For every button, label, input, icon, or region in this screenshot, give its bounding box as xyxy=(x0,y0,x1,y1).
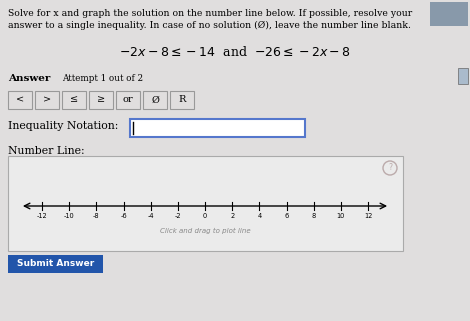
Text: Submit Answer: Submit Answer xyxy=(17,259,94,268)
FancyBboxPatch shape xyxy=(8,156,403,251)
Text: or: or xyxy=(123,96,133,105)
Text: $-2x - 8 \leq -14$  and  $-26 \leq -2x - 8$: $-2x - 8 \leq -14$ and $-26 \leq -2x - 8… xyxy=(119,45,351,59)
FancyBboxPatch shape xyxy=(116,91,140,109)
Text: -2: -2 xyxy=(174,213,181,219)
Text: Click and drag to plot line: Click and drag to plot line xyxy=(160,228,251,234)
FancyBboxPatch shape xyxy=(170,91,194,109)
Text: <: < xyxy=(16,96,24,105)
Text: -10: -10 xyxy=(64,213,75,219)
Text: Ø: Ø xyxy=(151,96,159,105)
Text: >: > xyxy=(43,96,51,105)
Text: answer to a single inequality. In case of no solution (Ø), leave the number line: answer to a single inequality. In case o… xyxy=(8,21,411,30)
Text: R: R xyxy=(178,96,186,105)
Text: 6: 6 xyxy=(284,213,289,219)
FancyBboxPatch shape xyxy=(458,68,468,84)
Text: ≤: ≤ xyxy=(70,96,78,105)
Text: ≥: ≥ xyxy=(97,96,105,105)
Text: Number Line:: Number Line: xyxy=(8,146,85,156)
Text: 2: 2 xyxy=(230,213,234,219)
FancyBboxPatch shape xyxy=(89,91,113,109)
FancyBboxPatch shape xyxy=(430,2,468,26)
Text: -12: -12 xyxy=(37,213,47,219)
Text: Answer: Answer xyxy=(8,74,50,83)
Text: Attempt 1 out of 2: Attempt 1 out of 2 xyxy=(62,74,143,83)
Text: Inequality Notation:: Inequality Notation: xyxy=(8,121,118,131)
Text: 10: 10 xyxy=(337,213,345,219)
Text: ?: ? xyxy=(388,163,392,172)
Text: Solve for x and graph the solution on the number line below. If possible, resolv: Solve for x and graph the solution on th… xyxy=(8,9,412,18)
Text: -6: -6 xyxy=(120,213,127,219)
FancyBboxPatch shape xyxy=(8,255,103,273)
FancyBboxPatch shape xyxy=(143,91,167,109)
Text: -8: -8 xyxy=(93,213,100,219)
Text: 12: 12 xyxy=(364,213,372,219)
FancyBboxPatch shape xyxy=(62,91,86,109)
Text: 0: 0 xyxy=(203,213,207,219)
FancyBboxPatch shape xyxy=(130,119,305,137)
Text: 4: 4 xyxy=(257,213,261,219)
FancyBboxPatch shape xyxy=(35,91,59,109)
Text: -4: -4 xyxy=(148,213,154,219)
FancyBboxPatch shape xyxy=(8,91,32,109)
Text: 8: 8 xyxy=(312,213,316,219)
